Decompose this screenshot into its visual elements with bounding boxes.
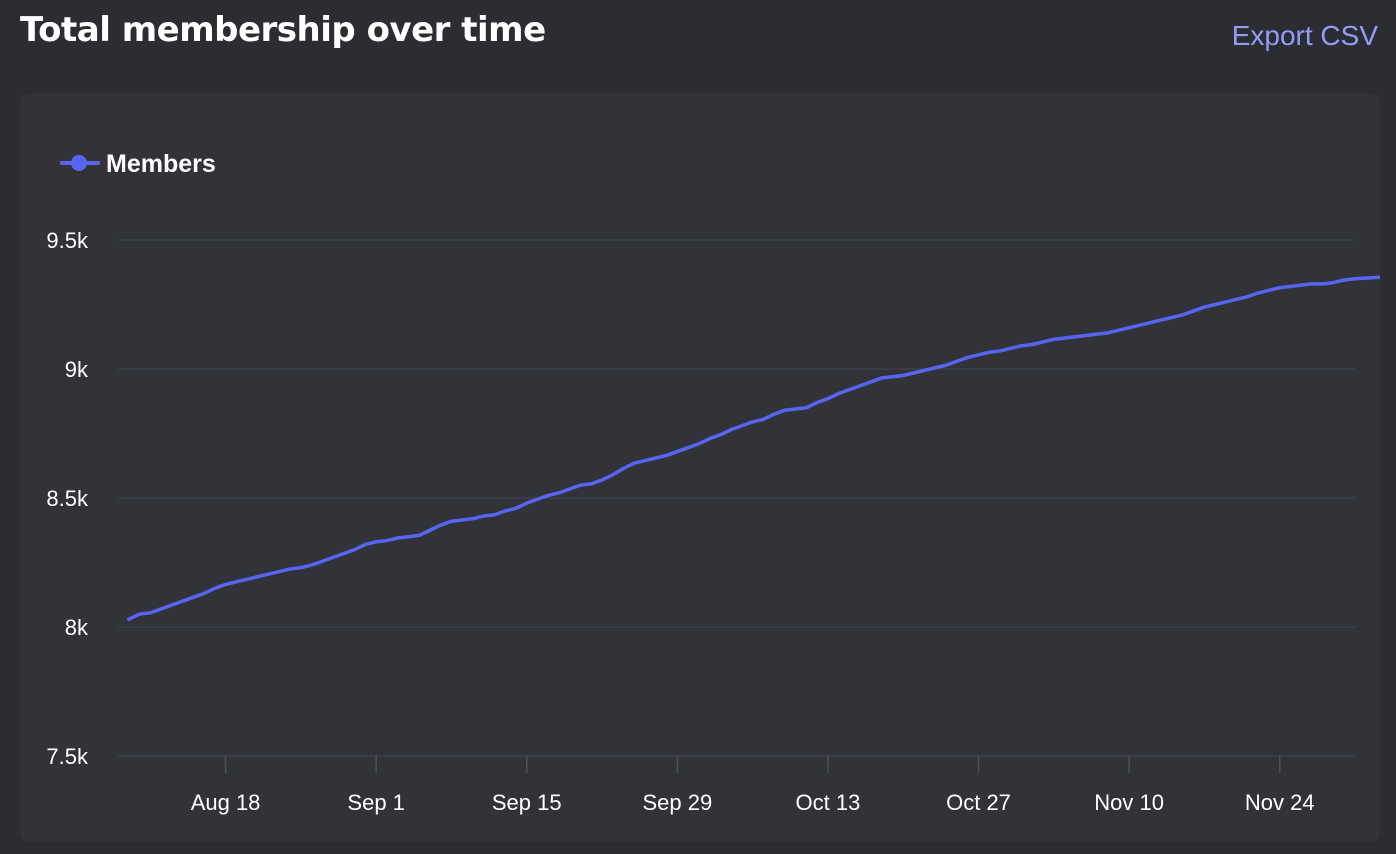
page-title: Total membership over time — [20, 10, 546, 50]
x-tick-label: Sep 29 — [642, 790, 712, 815]
y-tick-label: 9k — [65, 357, 89, 382]
chart-card: 7.5k 8k 8.5k 9k 9.5k Aug 18 Sep 1 Sep 15 Sep 29 O… — [20, 93, 1380, 842]
legend-label[interactable]: Members — [106, 150, 216, 178]
x-tick-label: Oct 27 — [946, 790, 1011, 815]
x-tick-label: Sep 1 — [347, 790, 405, 815]
y-tick-label: 8.5k — [46, 486, 89, 511]
y-tick-label: 8k — [65, 615, 89, 640]
legend[interactable]: Members — [60, 150, 216, 178]
y-tick-label: 9.5k — [46, 228, 89, 253]
export-csv-button[interactable]: Export CSV — [1231, 20, 1378, 51]
x-tick-label: Nov 10 — [1094, 790, 1164, 815]
axis-layer: 7.5k 8k 8.5k 9k 9.5k Aug 18 Sep 1 Sep 15 Sep 29 O… — [46, 228, 1314, 815]
x-tick-label: Oct 13 — [796, 790, 861, 815]
series-layer — [127, 275, 1380, 622]
grid-layer — [118, 239, 1355, 757]
x-tick-label: Aug 18 — [191, 790, 261, 815]
legend-dot-icon — [71, 155, 87, 171]
y-tick-label: 7.5k — [46, 744, 89, 769]
membership-line-chart: 7.5k 8k 8.5k 9k 9.5k Aug 18 Sep 1 Sep 15 Sep 29 O… — [46, 150, 1380, 815]
series-line-members[interactable] — [127, 275, 1380, 622]
x-tick-label: Nov 24 — [1245, 790, 1315, 815]
x-tick-label: Sep 15 — [492, 790, 562, 815]
